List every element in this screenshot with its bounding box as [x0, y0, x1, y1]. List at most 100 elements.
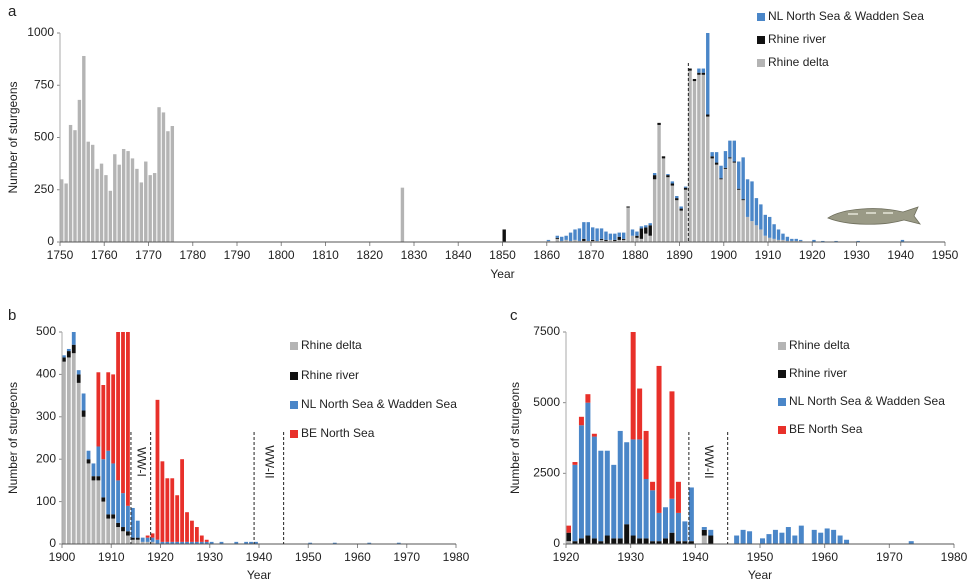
bar-segment: [679, 208, 683, 211]
bar-segment: [639, 226, 644, 229]
bar-segment: [582, 240, 586, 242]
bar-segment: [555, 237, 559, 239]
bar-segment: [81, 393, 86, 411]
bar-segment: [710, 152, 714, 157]
bar-segment: [585, 535, 591, 544]
bar-segment: [595, 240, 599, 242]
bar-segment: [113, 154, 117, 242]
bar-segment: [126, 531, 130, 536]
bar-segment: [564, 235, 568, 240]
x-tick-label: 1940: [682, 550, 709, 564]
bar-segment: [723, 151, 728, 168]
bar-segment: [818, 532, 824, 544]
bar-segment: [701, 529, 707, 536]
bar-segment: [121, 527, 125, 532]
bar-segment: [648, 223, 652, 226]
bar-segment: [546, 240, 551, 242]
chart-panel: a Number of sturgeons Year 0 250 500 750 1000 17…: [6, 3, 958, 281]
bar-segment: [732, 140, 736, 162]
bar-segment: [652, 179, 657, 242]
bar-segment: [710, 156, 714, 159]
legend-swatch: [778, 342, 786, 350]
x-tick-label: 1980: [941, 550, 968, 564]
bar-segment: [76, 370, 81, 375]
bar-segment: [798, 525, 804, 544]
bar-segment: [130, 158, 135, 242]
bar-segment: [140, 541, 145, 544]
bar-segment: [844, 539, 850, 544]
bar-segment: [670, 183, 675, 186]
bar-segment: [130, 539, 135, 544]
bar-segment: [76, 382, 81, 544]
bar-segment: [683, 189, 688, 242]
bar-segment: [811, 529, 817, 544]
bar-segment: [117, 164, 121, 242]
bars: [60, 33, 905, 242]
bar-segment: [613, 240, 617, 242]
bar-segment: [741, 199, 745, 201]
bar-segment: [249, 541, 253, 544]
bar-segment: [116, 522, 120, 528]
bar-segment: [692, 78, 697, 82]
x-tick-label: 1820: [356, 248, 383, 262]
bar-segment: [73, 130, 77, 242]
bar-segment: [675, 541, 681, 544]
bar-segment: [106, 514, 111, 519]
bar-segment: [367, 542, 372, 544]
bar-segment: [652, 173, 657, 176]
bar-segment: [728, 140, 732, 158]
bar-segment: [555, 238, 559, 242]
x-tick-label: 1750: [47, 248, 74, 262]
bar-segment: [62, 355, 66, 358]
x-tick-label: 1920: [147, 550, 174, 564]
bar-segment: [111, 463, 116, 515]
legend-swatch: [757, 59, 765, 67]
bar-segment: [332, 542, 337, 544]
bar-segment: [714, 162, 719, 165]
x-tick-label: 1930: [617, 550, 644, 564]
bar-segment: [598, 450, 604, 542]
bar-segment: [599, 239, 604, 242]
bar-segment: [101, 459, 106, 498]
bar-segment: [706, 33, 710, 115]
bar-segment: [96, 372, 101, 447]
bar-segment: [608, 239, 613, 242]
bar-segment: [675, 512, 681, 542]
bar-segment: [591, 436, 597, 539]
bar-segment: [396, 542, 401, 544]
bar-segment: [604, 239, 608, 241]
bar-segment: [759, 229, 763, 242]
bar-segment: [599, 228, 604, 239]
bar-segment: [99, 163, 104, 242]
bar-segment: [714, 152, 719, 163]
bar-segment: [701, 72, 706, 75]
bar-segment: [663, 507, 668, 539]
bar-segment: [630, 229, 635, 236]
bar-segment: [719, 165, 723, 179]
bar-segment: [656, 541, 662, 544]
bar-segment: [180, 459, 184, 542]
bar-segment: [617, 430, 623, 539]
bar-segment: [254, 541, 258, 544]
bar-segment: [697, 74, 701, 242]
bar-segment: [768, 237, 772, 242]
bar-segment: [737, 188, 741, 190]
y-tick-label: 750: [34, 77, 54, 91]
bar-segment: [604, 450, 610, 536]
bar-segment: [650, 481, 656, 491]
x-tick-label: 1840: [445, 248, 472, 262]
bar-segment: [604, 535, 610, 544]
bar-segment: [772, 224, 776, 239]
y-tick-label: 100: [36, 494, 56, 508]
bar-segment: [175, 495, 180, 542]
bar-segment: [635, 237, 639, 242]
bar-segment: [747, 531, 753, 544]
bar-segment: [578, 416, 584, 426]
legend-swatch: [778, 398, 786, 406]
legend-label: Rhine river: [768, 32, 826, 46]
bar-segment: [831, 529, 837, 544]
bar-segment: [204, 539, 209, 542]
bar-segment: [150, 533, 155, 538]
x-axis-title: Year: [748, 568, 772, 582]
bar-segment: [613, 239, 617, 241]
